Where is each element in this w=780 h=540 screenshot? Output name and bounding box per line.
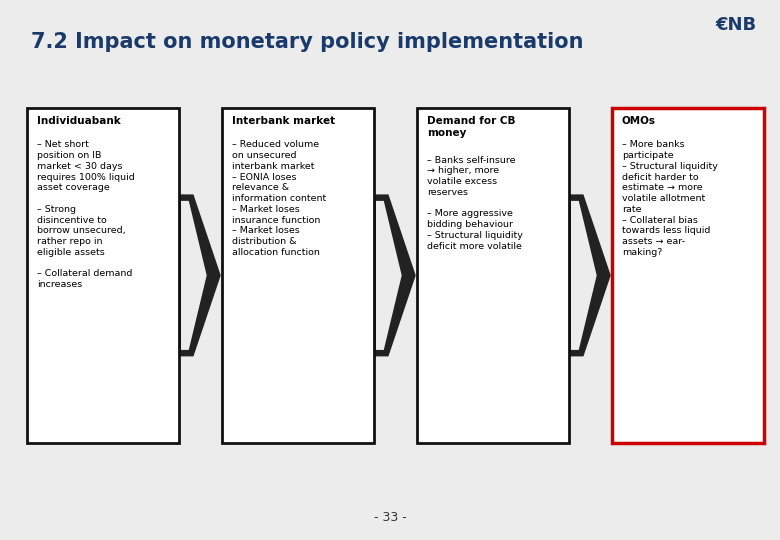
- Text: Interbank market: Interbank market: [232, 116, 335, 126]
- Text: 7.2 Impact on monetary policy implementation: 7.2 Impact on monetary policy implementa…: [31, 32, 583, 52]
- Text: – Net short
position on IB
market < 30 days
requires 100% liquid
asset coverage
: – Net short position on IB market < 30 d…: [37, 140, 134, 289]
- Polygon shape: [172, 194, 221, 356]
- Text: Demand for CB
money: Demand for CB money: [427, 116, 515, 138]
- Text: – More banks
participate
– Structural liquidity
deficit harder to
estimate → mor: – More banks participate – Structural li…: [622, 140, 718, 257]
- Text: – Banks self-insure
→ higher, more
volatile excess
reserves

– More aggressive
b: – Banks self-insure → higher, more volat…: [427, 156, 523, 251]
- Polygon shape: [367, 194, 416, 356]
- Text: – Reduced volume
on unsecured
interbank market
– EONIA loses
relevance &
informa: – Reduced volume on unsecured interbank …: [232, 140, 326, 257]
- Polygon shape: [181, 201, 207, 350]
- FancyBboxPatch shape: [612, 108, 764, 443]
- Text: OMOs: OMOs: [622, 116, 656, 126]
- Polygon shape: [571, 201, 597, 350]
- FancyBboxPatch shape: [417, 108, 569, 443]
- Polygon shape: [376, 201, 402, 350]
- Text: €NB: €NB: [715, 16, 757, 34]
- Text: Individuabank: Individuabank: [37, 116, 120, 126]
- FancyBboxPatch shape: [222, 108, 374, 443]
- Polygon shape: [562, 194, 611, 356]
- Text: - 33 -: - 33 -: [374, 511, 406, 524]
- FancyBboxPatch shape: [27, 108, 179, 443]
